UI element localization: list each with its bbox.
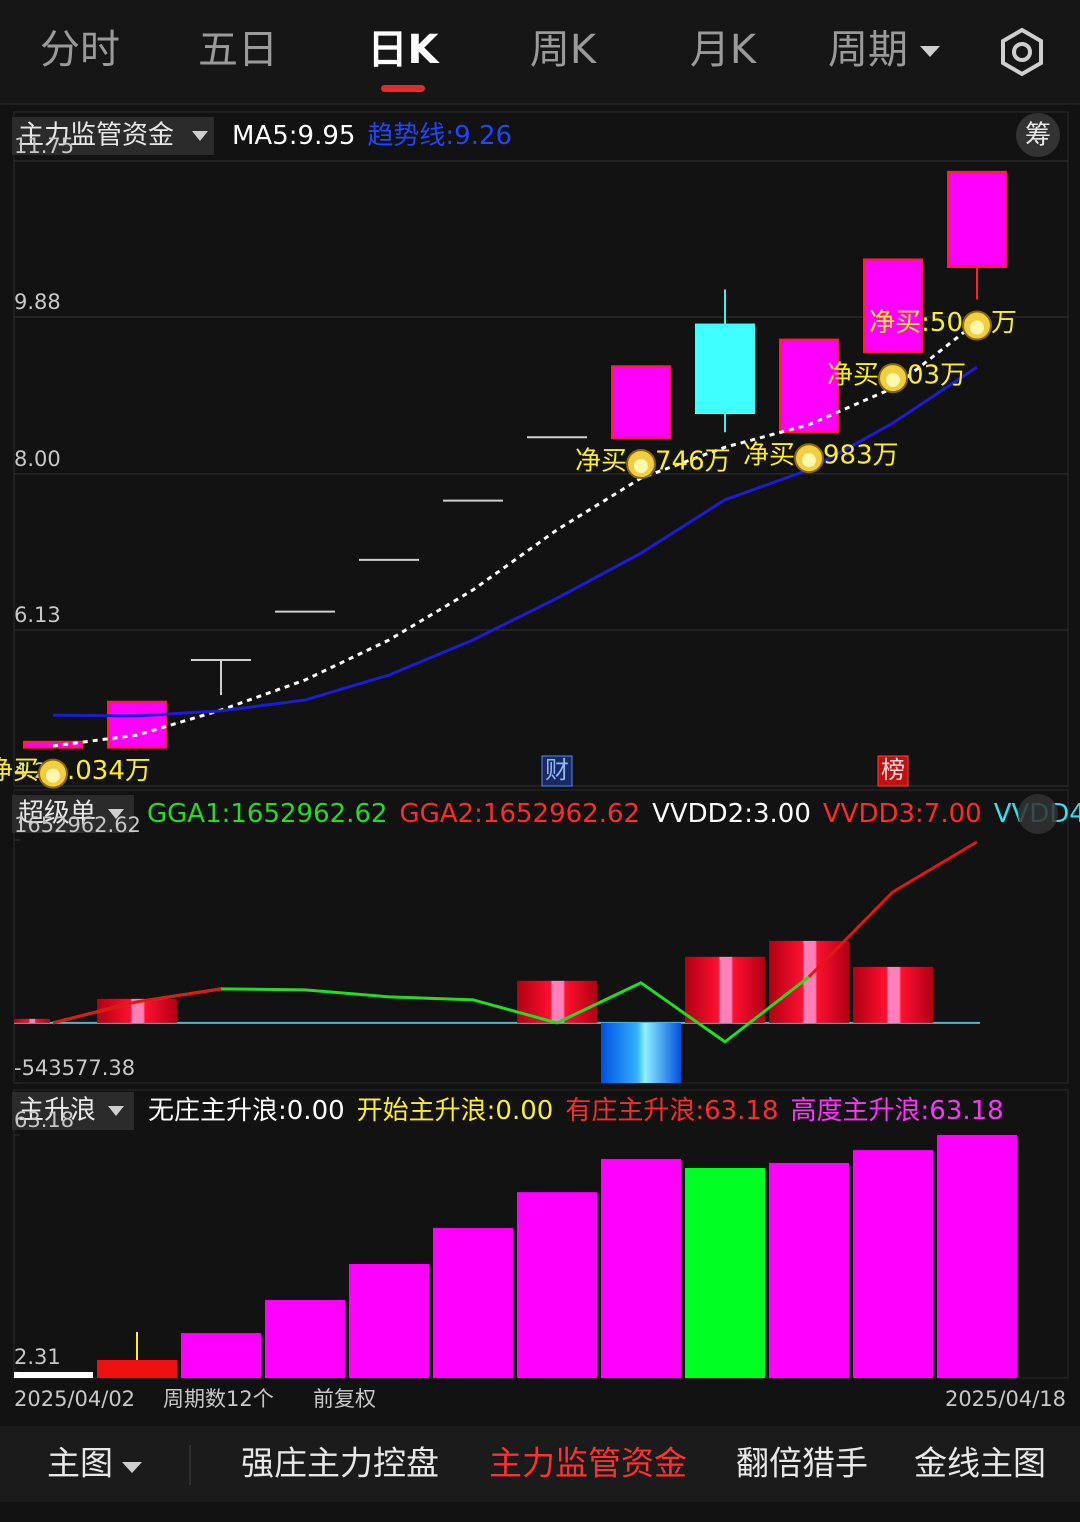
candle-body bbox=[947, 170, 1007, 268]
badge-label[interactable]: 财 bbox=[545, 756, 569, 784]
y-tick-label: -543577.38 bbox=[14, 1056, 135, 1080]
net-buy-label: 净买 bbox=[0, 756, 39, 786]
bar bbox=[769, 1162, 849, 1378]
tab[interactable]: 五日 bbox=[198, 27, 278, 73]
coin-icon bbox=[46, 768, 60, 783]
nav-item[interactable]: 翻倍猎手 bbox=[736, 1444, 868, 1483]
net-buy-label: 净买 bbox=[827, 361, 879, 391]
bar bbox=[853, 966, 933, 1023]
bar bbox=[685, 1168, 765, 1378]
net-buy-value: 983万 bbox=[823, 441, 899, 471]
tab-bar bbox=[0, 0, 1080, 104]
main-panel bbox=[13, 111, 1069, 787]
legend-item: 无庄主升浪:0.00 bbox=[148, 1096, 345, 1126]
expand-button[interactable] bbox=[1018, 794, 1058, 834]
coin-icon bbox=[886, 373, 900, 388]
dropdown-arrow bbox=[108, 1106, 124, 1116]
legend-item: GGA1:1652962.62 bbox=[147, 799, 388, 829]
bar bbox=[14, 1372, 93, 1378]
badge[interactable] bbox=[877, 755, 909, 787]
y-tick-label: 11.75 bbox=[14, 134, 74, 158]
indicator-name[interactable]: 超级单 bbox=[18, 799, 96, 829]
bar bbox=[349, 1263, 429, 1378]
indicator-line bbox=[52, 840, 978, 1025]
dropdown-arrow bbox=[108, 809, 124, 819]
candle-body bbox=[107, 700, 167, 749]
period-count: 周期数12个 bbox=[163, 1387, 274, 1411]
dropdown-arrow bbox=[192, 131, 208, 141]
tab-indicator bbox=[381, 85, 425, 92]
bar bbox=[937, 1135, 1017, 1378]
indicator-name[interactable]: 主力监管资金 bbox=[18, 121, 174, 151]
bar bbox=[853, 1150, 933, 1378]
bar bbox=[265, 1300, 345, 1378]
tab[interactable]: 分时 bbox=[40, 27, 120, 73]
start-date: 2025/04/02 bbox=[14, 1387, 135, 1411]
candle-body bbox=[863, 258, 923, 354]
flow-legend: GGA1:1652962.62 GGA2:1652962.62 VVDD2:3.00… bbox=[147, 799, 1080, 829]
tab[interactable]: 日K bbox=[368, 27, 441, 73]
net-buy-value: .034万 bbox=[67, 756, 151, 786]
net-buy-label: 净买 bbox=[575, 447, 627, 477]
chip-label[interactable]: 筹 bbox=[1025, 121, 1051, 151]
nav-item[interactable]: 金线主图 bbox=[914, 1444, 1046, 1483]
bottom-nav bbox=[0, 1426, 1080, 1502]
coin-icon bbox=[970, 320, 984, 335]
bar bbox=[181, 1333, 261, 1378]
end-date: 2025/04/18 bbox=[945, 1387, 1066, 1411]
indicator-select[interactable] bbox=[12, 117, 214, 155]
legend-item: 高度主升浪:63.18 bbox=[791, 1096, 1004, 1126]
bar bbox=[433, 1227, 513, 1378]
net-buy-label: 净买:50 bbox=[869, 308, 963, 338]
bar bbox=[517, 1192, 597, 1378]
y-tick-label: 63.18 bbox=[14, 1108, 74, 1132]
dropdown-arrow bbox=[122, 1462, 142, 1473]
nav-item[interactable]: 强庄主力控盘 bbox=[241, 1444, 439, 1483]
badge-label[interactable]: 榜 bbox=[881, 756, 905, 784]
trend-value: 趋势线:9.26 bbox=[367, 121, 512, 151]
net-buy-value: 万 bbox=[991, 308, 1017, 338]
flow-panel bbox=[13, 789, 1069, 1084]
bar bbox=[769, 940, 849, 1023]
bar bbox=[601, 1022, 681, 1083]
y-tick-label: 9.88 bbox=[14, 290, 61, 314]
chip-button[interactable] bbox=[1016, 113, 1060, 157]
candle-body bbox=[695, 323, 755, 415]
badge[interactable] bbox=[541, 755, 573, 787]
ma-value: MA5:9.95 bbox=[232, 121, 355, 151]
legend-item: 有庄主升浪:63.18 bbox=[565, 1096, 778, 1126]
tab[interactable]: 周期 bbox=[828, 27, 908, 73]
settings-icon[interactable] bbox=[1001, 27, 1043, 77]
dropdown-arrow bbox=[920, 46, 940, 57]
legend-item: VVDD2:3.00 bbox=[652, 799, 811, 829]
nav-item[interactable]: 主图 bbox=[47, 1444, 113, 1483]
y-tick-label: 1652962.62 bbox=[14, 813, 141, 837]
bar bbox=[97, 1359, 177, 1378]
legend-item: VVDD3:7.00 bbox=[823, 799, 982, 829]
coin-icon bbox=[634, 459, 648, 474]
ma-legend: MA5:9.95 趋势线:9.26 bbox=[232, 121, 512, 151]
bar bbox=[685, 956, 765, 1023]
wave-legend: 无庄主升浪:0.00 开始主升浪:0.00 有庄主升浪:63.18 高度主升浪:63.… bbox=[148, 1096, 1004, 1126]
bar bbox=[14, 1018, 50, 1023]
y-tick-label: 2.31 bbox=[14, 1345, 61, 1369]
net-buy-label: 净买 bbox=[743, 441, 795, 471]
net-buy-value: 03万 bbox=[907, 361, 966, 391]
legend-item: GGA2:1652962.62 bbox=[400, 799, 641, 829]
indicator-line bbox=[52, 320, 978, 748]
coin-icon bbox=[802, 453, 816, 468]
nav-item[interactable]: 主力监管资金 bbox=[489, 1444, 687, 1483]
net-buy-value: 746万 bbox=[655, 447, 731, 477]
indicator-name[interactable]: 主升浪 bbox=[18, 1096, 96, 1126]
y-tick-label: 6.13 bbox=[14, 603, 61, 627]
tab[interactable]: 周K bbox=[530, 27, 598, 73]
legend-item: 开始主升浪:0.00 bbox=[357, 1096, 554, 1126]
adjust-mode: 前复权 bbox=[313, 1387, 376, 1411]
y-tick-label: 8.00 bbox=[14, 447, 61, 471]
candle-body bbox=[611, 365, 671, 440]
tab[interactable]: 月K bbox=[690, 27, 758, 73]
bar bbox=[601, 1159, 681, 1378]
